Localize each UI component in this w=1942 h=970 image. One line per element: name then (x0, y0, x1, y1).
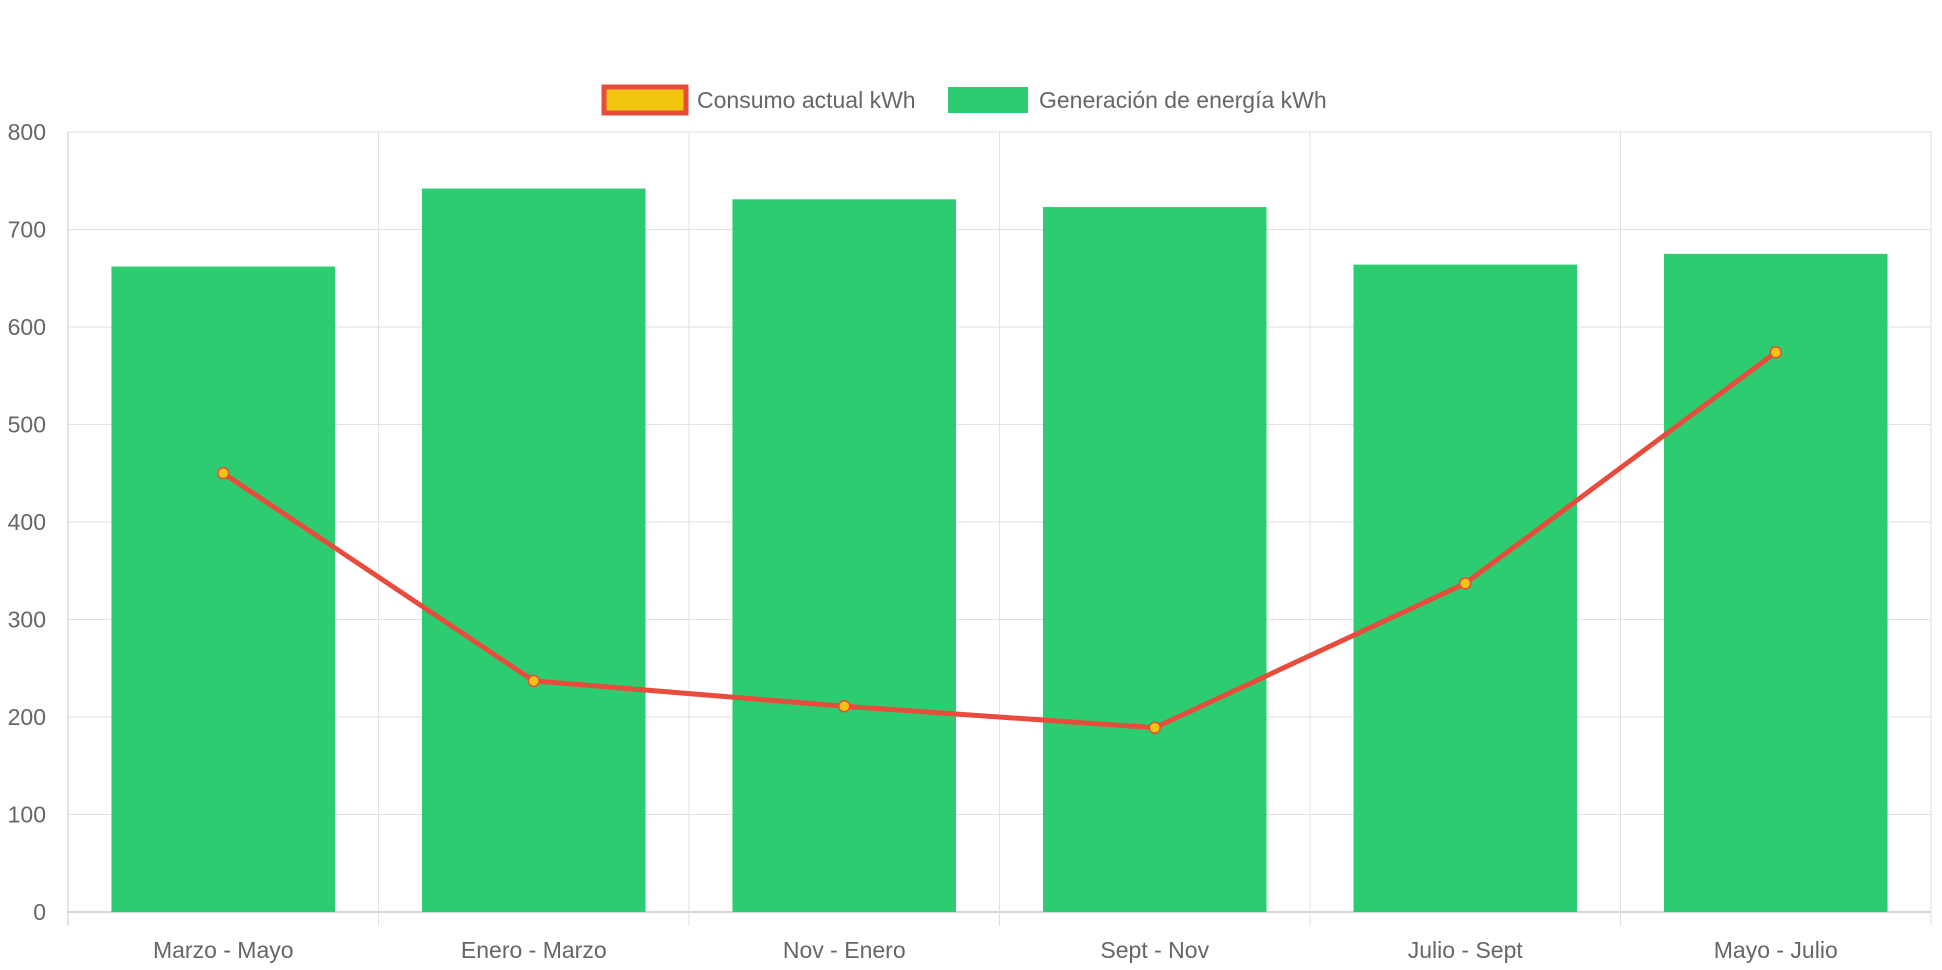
x-tick-label: Enero - Marzo (461, 937, 607, 963)
x-tick-label: Nov - Enero (783, 937, 906, 963)
grid (67, 131, 1932, 926)
legend-item-generacion[interactable]: Generación de energía kWh (948, 87, 1327, 113)
bar-generacion (111, 266, 336, 912)
y-tick-label: 100 (8, 802, 46, 828)
y-tick-label: 500 (8, 412, 46, 438)
line-series (217, 346, 1782, 734)
bar-generacion (732, 199, 957, 912)
y-tick-label: 600 (8, 314, 46, 340)
point-consumo (838, 700, 851, 713)
y-tick-label: 200 (8, 704, 46, 730)
point-consumo (527, 674, 540, 688)
bar-generacion (1042, 207, 1267, 912)
point-consumo (217, 467, 230, 480)
y-tick-label: 300 (8, 607, 46, 633)
x-tick-label: Julio - Sept (1408, 937, 1524, 963)
y-tick-label: 400 (8, 509, 46, 535)
point-consumo (1459, 577, 1472, 590)
y-tick-label: 0 (33, 899, 46, 925)
legend-label-consumo: Consumo actual kWh (697, 87, 916, 113)
x-tick-label: Sept - Nov (1100, 937, 1209, 963)
legend-item-consumo[interactable]: Consumo actual kWh (601, 84, 916, 116)
legend-swatch-generacion (948, 87, 1028, 113)
bar-series (111, 188, 1888, 913)
x-tick-label: Mayo - Julio (1714, 937, 1838, 963)
legend-swatch-consumo (601, 84, 689, 116)
point-consumo (1148, 721, 1161, 734)
legend: Consumo actual kWh Generación de energía… (601, 84, 1327, 116)
line-consumo (220, 349, 1779, 731)
bar-generacion (421, 188, 646, 913)
bar-generacion (1663, 253, 1888, 912)
legend-label-generacion: Generación de energía kWh (1039, 87, 1327, 113)
x-tick-label: Marzo - Mayo (153, 937, 294, 963)
y-tick-label: 800 (8, 119, 46, 145)
axes: 0 100 200 300 400 500 600 700 800 Marzo - Mayo Ene… (8, 119, 1838, 963)
point-consumo (1769, 346, 1782, 359)
y-tick-label: 700 (8, 217, 46, 243)
